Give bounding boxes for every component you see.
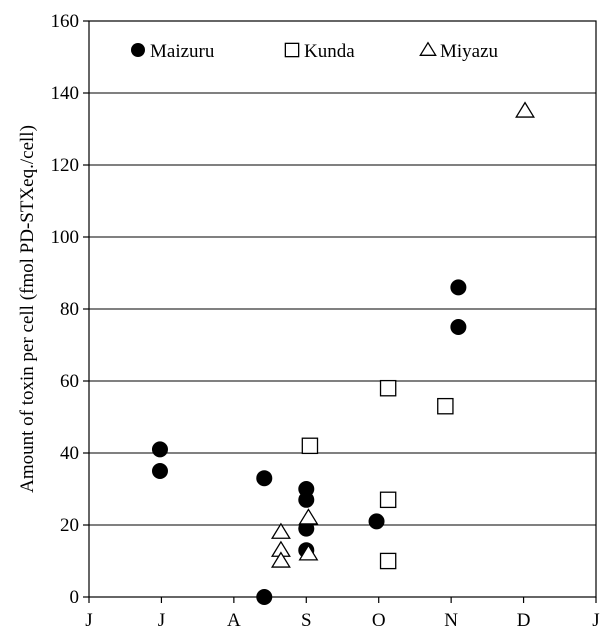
legend-label-miyazu: Miyazu bbox=[440, 41, 499, 62]
legend-label-maizuru: Maizuru bbox=[150, 41, 215, 62]
point-kunda bbox=[301, 437, 319, 455]
legend: Maizuru Kunda Miyazu bbox=[131, 41, 499, 62]
legend-label-kunda: Kunda bbox=[304, 41, 355, 62]
y-axis: 0 20 40 60 80 100 120 140 160 bbox=[51, 11, 89, 608]
point-miyazu bbox=[298, 508, 319, 525]
point-miyazu bbox=[270, 522, 291, 539]
point-miyazu bbox=[298, 544, 319, 561]
point-maizuru bbox=[151, 441, 168, 458]
point-miyazu bbox=[515, 101, 535, 118]
x-tick-label: S bbox=[301, 610, 312, 630]
point-maizuru bbox=[151, 463, 168, 479]
grid-lines bbox=[89, 92, 596, 526]
y-tick-label: 60 bbox=[60, 371, 79, 392]
y-tick-label: 160 bbox=[51, 11, 80, 32]
y-tick-label: 120 bbox=[51, 155, 80, 176]
point-maizuru bbox=[450, 319, 467, 335]
legend-marker-maizuru bbox=[131, 43, 145, 57]
x-tick-label: D bbox=[517, 610, 531, 630]
y-tick-label: 140 bbox=[51, 83, 80, 104]
data-points bbox=[151, 101, 535, 605]
x-tick-label: N bbox=[444, 610, 458, 630]
point-maizuru bbox=[256, 589, 273, 605]
point-maizuru bbox=[368, 513, 385, 530]
x-tick-label: O bbox=[372, 610, 386, 630]
y-tick-label: 40 bbox=[60, 443, 79, 464]
y-tick-label: 20 bbox=[60, 515, 79, 536]
y-tick-label: 80 bbox=[60, 299, 79, 320]
x-tick-label: J bbox=[592, 610, 599, 630]
y-tick-label: 0 bbox=[70, 587, 80, 608]
point-kunda bbox=[379, 552, 397, 570]
legend-marker-miyazu bbox=[419, 41, 437, 56]
point-maizuru bbox=[450, 279, 467, 296]
point-miyazu bbox=[270, 551, 291, 568]
x-tick-label: J bbox=[85, 610, 92, 630]
y-tick-label: 100 bbox=[51, 227, 80, 248]
point-maizuru bbox=[298, 520, 315, 537]
y-axis-title: Amount of toxin per cell (fmol PD-STXeq.… bbox=[17, 125, 38, 493]
x-tick-label: A bbox=[227, 610, 241, 630]
point-kunda bbox=[379, 379, 397, 397]
point-kunda bbox=[437, 397, 454, 415]
point-maizuru bbox=[298, 491, 315, 508]
legend-marker-kunda bbox=[284, 42, 300, 58]
point-maizuru bbox=[256, 470, 273, 487]
x-tick-label: J bbox=[158, 610, 165, 630]
point-kunda bbox=[379, 491, 397, 509]
